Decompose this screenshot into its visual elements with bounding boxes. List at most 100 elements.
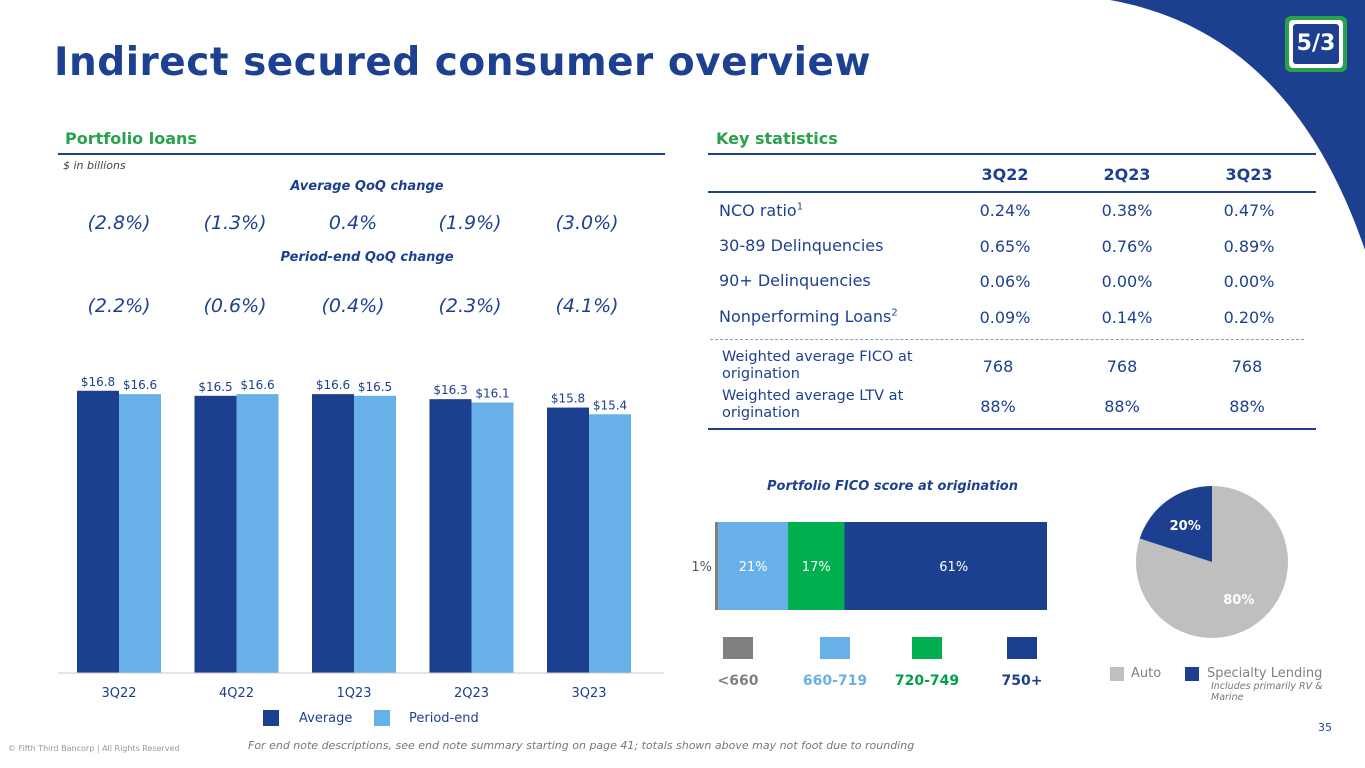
bar-data-label: $16.6: [123, 378, 157, 392]
cell: 0.14%: [1101, 308, 1153, 327]
col-header: 2Q23: [1103, 165, 1151, 184]
cell: 0.38%: [1101, 201, 1153, 220]
fico-legend-swatch: [1007, 637, 1037, 659]
pe-qoq-value: (2.2%): [87, 295, 151, 317]
avg-qoq-value: (2.8%): [87, 212, 151, 234]
bar-period-end-1Q23: [354, 395, 396, 673]
avg-qoq-value: 0.4%: [328, 212, 378, 234]
page-title: Indirect secured consumer overview: [54, 40, 872, 85]
bar-period-end-4Q22: [236, 394, 279, 673]
bar-period-end-3Q23: [589, 414, 631, 673]
legend-average-label: Average: [299, 711, 353, 726]
x-tick-label: 4Q22: [219, 686, 254, 701]
cell: 88%: [1229, 397, 1265, 416]
fico-legend-swatch: [820, 637, 850, 659]
bar-average-2Q23: [429, 399, 472, 673]
row-label-fico: Weighted average FICO at origination: [722, 349, 913, 382]
cell: 0.47%: [1223, 201, 1275, 220]
cell: 0.06%: [979, 272, 1031, 291]
legend-period-end-swatch: [374, 710, 390, 726]
bar-data-label: $16.8: [81, 375, 115, 389]
pie-note: Includes primarily RV & Marine: [1211, 681, 1323, 703]
fico-segment-label: 1%: [691, 560, 712, 575]
units-label: $ in billions: [63, 159, 126, 172]
left-header-rule: [58, 153, 665, 155]
bar-data-label: $16.6: [240, 378, 274, 392]
fico-segment-label: 61%: [939, 560, 968, 575]
portfolio-loans-chart: $16.8 $16.6 3Q22 $16.5 $16.6 4Q22 $16.6 $16.5 1Q…: [58, 375, 664, 701]
pie-slice-label: 20%: [1170, 519, 1201, 534]
col-header: 3Q23: [1225, 165, 1273, 184]
legend-auto-swatch: [1110, 667, 1124, 681]
cell: 0.09%: [979, 308, 1031, 327]
fico-segment-label: 17%: [802, 560, 831, 575]
cell: 88%: [980, 397, 1016, 416]
cell: 0.65%: [979, 237, 1031, 256]
bar-average-3Q23: [547, 407, 589, 673]
cell: 0.24%: [979, 201, 1031, 220]
bar-data-label: $16.5: [198, 380, 232, 394]
cell: 768: [1231, 357, 1263, 376]
row-label-ltv: Weighted average LTV at origination: [722, 388, 904, 421]
legend-average-swatch: [263, 710, 279, 726]
avg-qoq-value: (3.0%): [555, 212, 619, 234]
fico-legend-label: 750+: [1002, 673, 1043, 689]
x-tick-label: 3Q23: [571, 686, 606, 701]
bar-average-1Q23: [312, 394, 354, 673]
footer-note: For end note descriptions, see end note …: [248, 739, 915, 752]
portfolio-loans-header: Portfolio loans: [65, 129, 197, 148]
bar-period-end-3Q22: [119, 394, 161, 673]
right-header-rule: [708, 153, 1316, 155]
pe-qoq-label: Period-end QoQ change: [280, 250, 454, 265]
bar-period-end-2Q23: [471, 402, 514, 673]
table-header-rule: [708, 191, 1316, 193]
page-number: 35: [1318, 721, 1332, 734]
fico-segment-750+: [844, 522, 1047, 610]
x-tick-label: 1Q23: [336, 686, 371, 701]
legend-specialty-label: Specialty Lending: [1207, 666, 1323, 681]
col-header: 3Q22: [981, 165, 1029, 184]
legend-auto-label: Auto: [1131, 666, 1162, 681]
pie-slice-label: 80%: [1223, 593, 1254, 608]
bar-data-label: $15.8: [551, 392, 585, 406]
cell: 768: [1106, 357, 1138, 376]
fico-segment-<660: [715, 522, 719, 610]
logo-mark: 5/3: [1293, 24, 1339, 64]
pe-qoq-value: (4.1%): [555, 295, 619, 317]
cell: 0.76%: [1101, 237, 1153, 256]
fifth-third-logo: 5/3: [1285, 16, 1347, 72]
x-tick-label: 3Q22: [101, 686, 136, 701]
row-label-30-89: 30-89 Delinquencies: [719, 236, 884, 255]
bar-data-label: $16.3: [433, 383, 467, 397]
cell: 88%: [1104, 397, 1140, 416]
fico-legend-swatch: [723, 637, 753, 659]
row-label-nco: NCO ratio1: [719, 201, 804, 220]
cell: 0.00%: [1101, 272, 1153, 291]
fico-segment-660-719: [718, 522, 789, 610]
legend-period-end-label: Period-end: [409, 711, 479, 726]
fico-chart-title: Portfolio FICO score at origination: [767, 479, 1018, 494]
copyright: © Fifth Third Bancorp | All Rights Reser…: [8, 744, 180, 753]
row-label-npl: Nonperforming Loans2: [719, 307, 898, 326]
key-statistics-header: Key statistics: [716, 129, 838, 148]
x-tick-label: 2Q23: [454, 686, 489, 701]
avg-qoq-value: (1.3%): [203, 212, 267, 234]
fico-segment-720-749: [788, 522, 845, 610]
fico-legend-swatch: [912, 637, 942, 659]
table-dashed-divider: [710, 339, 1304, 340]
product-mix-pie-chart: 80% 20%: [1136, 486, 1288, 638]
table-bottom-rule: [708, 428, 1316, 430]
bar-data-label: $15.4: [593, 398, 627, 412]
pe-qoq-value: (0.4%): [321, 295, 385, 317]
cell: 0.89%: [1223, 237, 1275, 256]
pe-qoq-value: (0.6%): [203, 295, 267, 317]
fico-legend-label: 720-749: [895, 673, 959, 689]
avg-qoq-value: (1.9%): [438, 212, 502, 234]
legend-specialty-swatch: [1185, 667, 1199, 681]
fico-legend-label: <660: [718, 673, 759, 689]
bar-data-label: $16.1: [475, 387, 509, 401]
fico-stacked-bar-chart: 1% <660 21% 660-719 17% 720-749 61% 750+: [691, 522, 1047, 689]
bar-average-4Q22: [194, 395, 237, 673]
fico-segment-label: 21%: [739, 560, 768, 575]
fico-legend-label: 660-719: [803, 673, 867, 689]
